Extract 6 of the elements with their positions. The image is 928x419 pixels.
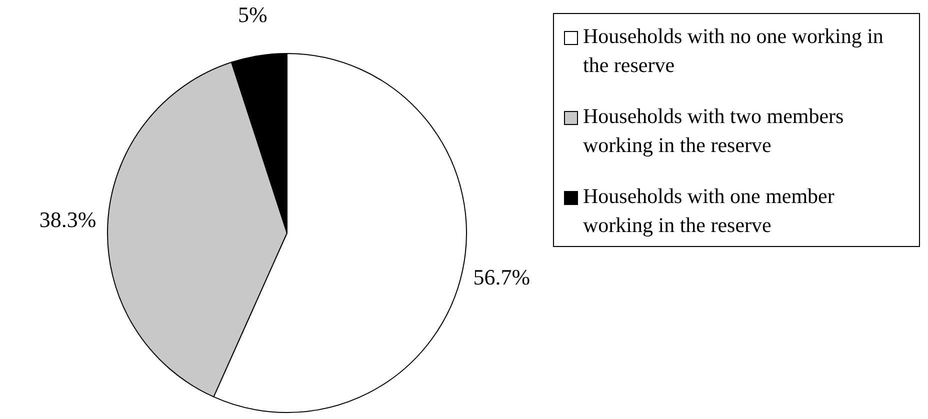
- legend-label: Households with one member working in the reserve: [583, 183, 836, 239]
- data-label: 38.3%: [39, 207, 96, 232]
- legend-label: Households with no one working in the reserve: [583, 23, 884, 79]
- data-label: 56.7%: [473, 264, 530, 290]
- legend-label: Households with two members working in the reserve: [583, 103, 845, 159]
- data-label: 5%: [238, 2, 268, 27]
